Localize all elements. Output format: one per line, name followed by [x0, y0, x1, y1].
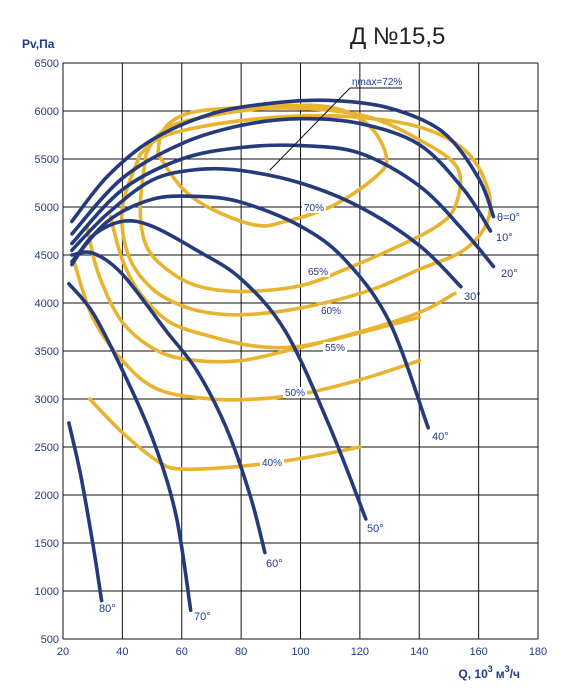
blade-angle-curve — [70, 219, 368, 521]
blade-angle-label: 50° — [367, 523, 384, 535]
efficiency-label-background — [323, 342, 347, 353]
efficiency-label-background — [260, 457, 284, 468]
efficiency-label-background — [302, 202, 326, 213]
efficiency-curves — [73, 103, 493, 472]
y-tick-label: 3000 — [35, 394, 59, 406]
x-tick-label: 160 — [469, 646, 487, 658]
x-tick-label: 120 — [351, 646, 369, 658]
efficiency-label: 60% — [321, 306, 341, 317]
curve-labels: θ=0° 10° 20° 30° 40° 50° 60° 70° 80° 70% 65% 60% 55%… — [99, 77, 520, 623]
x-tick-label: 40 — [116, 646, 128, 658]
blade-angle-curve — [70, 143, 496, 269]
x-axis-label-unit: м — [496, 667, 505, 681]
efficiency-curve — [156, 103, 389, 228]
x-tick-label: 180 — [529, 646, 547, 658]
x-axis-label-sup2: 3 — [505, 664, 510, 674]
x-tick-label: 100 — [291, 646, 309, 658]
efficiency-label: 40% — [262, 458, 282, 469]
x-axis-label-tail: /ч — [510, 667, 520, 681]
blade-angle-label: 20° — [501, 268, 518, 280]
y-tick-label: 5500 — [35, 154, 59, 166]
y-tick-label: 500 — [41, 634, 59, 646]
x-tick-label: 140 — [410, 646, 428, 658]
efficiency-curve — [87, 397, 362, 472]
blade-angle-curve — [70, 98, 496, 224]
eta-max-leader-line — [269, 87, 351, 171]
blade-angle-label: θ=0° — [497, 212, 520, 224]
y-tick-label: 2500 — [35, 442, 59, 454]
efficiency-curve — [138, 106, 463, 294]
blade-angle-label: 40° — [432, 431, 449, 443]
blade-angle-curve — [70, 250, 267, 555]
tick-labels: 20 40 60 80 100 120 140 160 180 500 1000 1500 2000 25… — [35, 58, 548, 658]
efficiency-curve — [119, 113, 493, 317]
y-tick-label: 6000 — [35, 106, 59, 118]
y-tick-label: 4000 — [35, 298, 59, 310]
blade-angle-curve — [67, 421, 104, 603]
blade-angle-curve — [70, 116, 493, 236]
y-tick-label: 6500 — [35, 58, 59, 70]
efficiency-curve — [85, 224, 422, 364]
x-axis-label: Q, 103 м3/ч — [458, 664, 520, 681]
eta-max-label: ηmax=72% — [352, 77, 402, 88]
efficiency-label-background — [306, 266, 330, 277]
efficiency-label: 70% — [304, 203, 324, 214]
blade-angle-curves — [67, 98, 496, 612]
x-tick-label: 60 — [176, 646, 188, 658]
x-tick-label: 80 — [235, 646, 247, 658]
blade-angle-label: 70° — [194, 611, 211, 623]
y-tick-label: 5000 — [35, 202, 59, 214]
blade-angle-label: 80° — [99, 603, 116, 615]
chart-title: Д №15,5 — [350, 23, 445, 50]
y-tick-label: 1000 — [35, 586, 59, 598]
efficiency-label-background — [283, 387, 307, 398]
blade-angle-curve — [70, 166, 463, 289]
x-tick-label: 20 — [57, 646, 69, 658]
y-tick-label: 2000 — [35, 490, 59, 502]
efficiency-label: 65% — [308, 267, 328, 278]
y-axis-label: Pv,Па — [22, 37, 55, 51]
blade-angle-curve — [67, 282, 193, 612]
blade-angle-curve — [70, 194, 430, 430]
blade-angle-label: 30° — [464, 291, 481, 303]
y-tick-label: 1500 — [35, 538, 59, 550]
x-axis-label-main: Q, 10 — [458, 667, 488, 681]
y-tick-label: 3500 — [35, 346, 59, 358]
x-axis-label-sup1: 3 — [488, 664, 493, 674]
efficiency-label: 50% — [285, 388, 305, 399]
efficiency-label: 55% — [325, 343, 345, 354]
efficiency-label-background — [319, 305, 343, 316]
blade-angle-label: 60° — [266, 558, 283, 570]
grid — [62, 62, 539, 640]
blade-angle-label: 10° — [496, 232, 513, 244]
y-tick-label: 4500 — [35, 250, 59, 262]
